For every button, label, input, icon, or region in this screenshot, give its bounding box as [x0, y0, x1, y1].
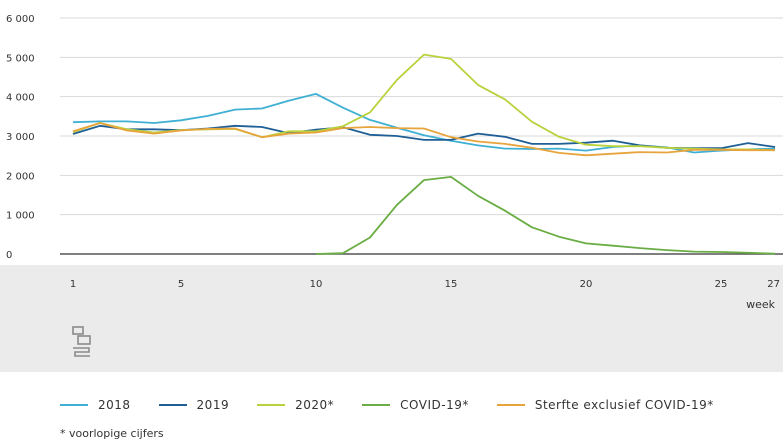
- series-lines: [72, 53, 776, 255]
- y-tick-label: 3 000: [6, 132, 35, 143]
- legend-item: Sterfte exclusief COVID-19*: [496, 398, 714, 412]
- legend-swatch: [257, 404, 286, 406]
- legend-label: 2019: [196, 398, 230, 412]
- y-tick-label: 0: [6, 250, 12, 261]
- x-tick-label: 10: [310, 279, 323, 290]
- y-tick-label: 5 000: [6, 53, 35, 64]
- y-tick-label: 2 000: [6, 171, 35, 182]
- x-axis-panel: [0, 265, 783, 372]
- y-tick-label: 6 000: [6, 14, 35, 25]
- legend-swatch: [158, 404, 187, 406]
- grid-lines: [60, 17, 783, 255]
- series-line-sterfte-exclusief-covid-19: [72, 122, 775, 157]
- legend-item: 2020*: [257, 398, 334, 412]
- legend-swatch: [496, 404, 525, 406]
- footnote: * voorlopige cijfers: [60, 427, 164, 440]
- x-tick-label: 1: [70, 279, 76, 290]
- legend-label: Sterfte exclusief COVID-19*: [534, 398, 714, 412]
- x-tick-label: 20: [580, 279, 593, 290]
- legend-swatch: [362, 404, 391, 406]
- x-tick-label: 25: [715, 279, 728, 290]
- y-tick-label: 4 000: [6, 93, 35, 104]
- x-tick-label: 5: [178, 279, 184, 290]
- legend-item: COVID-19*: [362, 398, 469, 412]
- y-tick-label: 1 000: [6, 211, 35, 222]
- y-tick-labels: 0 1 000 2 000 3 000 4 000 5 000 6 000: [6, 14, 35, 261]
- series-line-covid-19: [315, 175, 776, 255]
- x-tick-label: 15: [445, 279, 458, 290]
- series-line-2018: [72, 93, 776, 154]
- legend-label: 2020*: [295, 398, 335, 412]
- cbs-logo-icon: [70, 325, 94, 357]
- legend-swatch: [60, 404, 88, 406]
- x-tick-label: 27: [767, 279, 780, 290]
- legend-item: 2019: [158, 398, 230, 412]
- legend-label: COVID-19*: [400, 398, 469, 412]
- legend-item: 2018: [60, 398, 131, 412]
- x-axis-label: week: [746, 298, 776, 311]
- legend-label: 2018: [98, 398, 131, 412]
- x-tick-labels: 1 5 10 15 20 25 27: [70, 279, 780, 290]
- legend: 2018 2019 2020* COVID-19* Sterfte exclusief …: [60, 398, 742, 412]
